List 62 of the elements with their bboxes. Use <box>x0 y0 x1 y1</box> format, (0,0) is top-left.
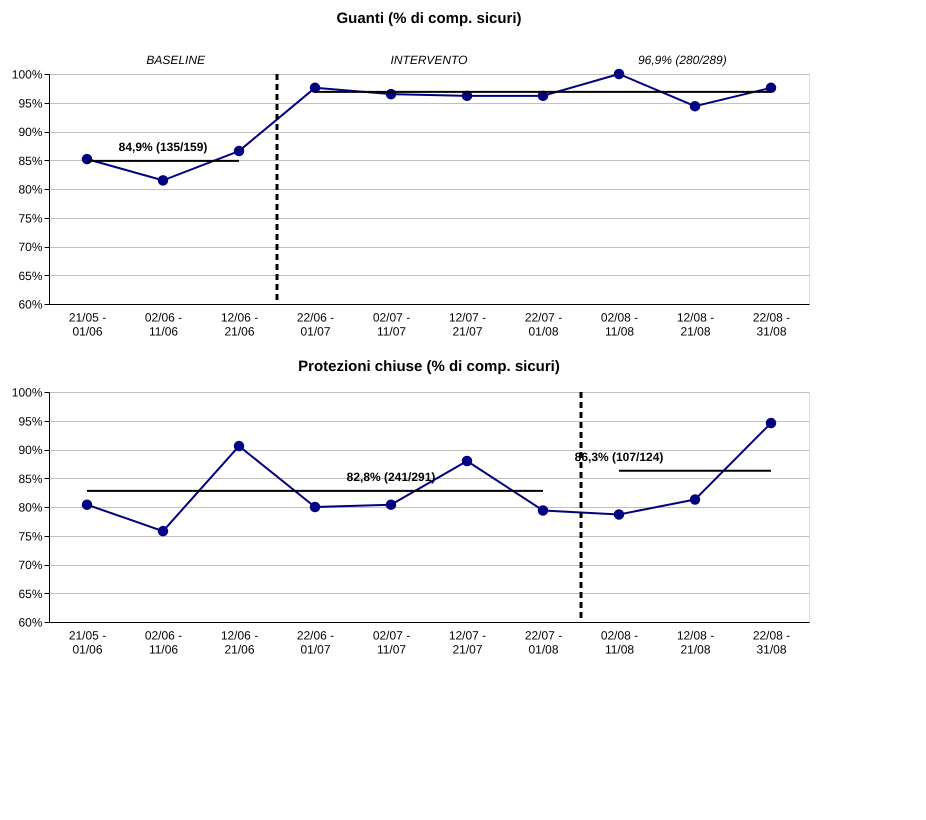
x-tick-label: 02/08 - 11/08 <box>600 628 638 656</box>
point <box>462 456 472 466</box>
y-tick-label: 80% <box>18 500 43 514</box>
x-tick-label: 12/07 - 21/07 <box>448 310 486 338</box>
text: BASELINE <box>146 53 206 67</box>
x-tick-label: 12/07 - 21/07 <box>448 628 486 656</box>
x-tick-label: 12/06 - 21/06 <box>220 628 258 656</box>
y-tick-label: 60% <box>18 616 43 630</box>
y-tick-label: 75% <box>18 529 43 544</box>
point <box>538 505 548 516</box>
x-tick-label: 02/06 - 11/06 <box>144 628 182 656</box>
y-tick-label: 60% <box>18 298 43 312</box>
x-tick-label: 22/06 - 01/07 <box>296 310 334 338</box>
x-tick-label: 22/06 - 01/07 <box>296 628 334 656</box>
y-tick-label: 85% <box>18 472 43 486</box>
x-tick-label: 21/05 - 01/06 <box>68 628 106 656</box>
annotation: 84,9% (135/159) <box>118 140 208 154</box>
x-tick-label: 22/08 - 31/08 <box>752 628 790 656</box>
point <box>614 509 624 520</box>
chart-title: Protezioni chiuse (% di comp. sicuri) <box>298 358 560 375</box>
point <box>234 146 244 156</box>
point <box>690 494 700 505</box>
point <box>766 82 776 94</box>
y-tick-label: 70% <box>18 240 43 254</box>
point <box>690 100 700 112</box>
x-tick-label: 21/05 - 01/06 <box>68 310 106 338</box>
y-tick-label: 90% <box>18 125 43 139</box>
x-tick-label: 22/08 - 31/08 <box>752 310 790 338</box>
y-tick-label: 95% <box>18 96 43 110</box>
chart-title: Guanti (% di comp. sicuri) <box>336 10 522 27</box>
y-tick-label: 80% <box>18 182 43 196</box>
y-tick-label: 70% <box>18 558 43 572</box>
point <box>82 499 92 510</box>
point <box>310 502 320 512</box>
y-tick-label: 100% <box>12 68 43 82</box>
text: INTERVENTO <box>390 53 468 67</box>
point <box>158 526 168 536</box>
x-tick-label: 02/06 - 11/06 <box>144 310 182 338</box>
y-tick-label: 85% <box>18 154 43 168</box>
point <box>386 499 396 510</box>
x-tick-label: 02/08 - 11/08 <box>600 310 638 338</box>
point <box>766 418 776 428</box>
x-tick-label: 22/07 - 01/08 <box>524 628 562 656</box>
y-tick-label: 65% <box>18 268 43 283</box>
point <box>234 440 244 452</box>
annotation: 82,8% (241/291) <box>346 470 436 484</box>
y-tick-label: 100% <box>12 386 43 400</box>
point <box>158 175 168 186</box>
y-tick-label: 90% <box>18 443 43 457</box>
point <box>310 82 320 94</box>
point <box>614 68 624 80</box>
x-tick-label: 02/07 - 11/07 <box>372 310 410 338</box>
x-tick-label: 12/08 - 21/08 <box>676 628 714 656</box>
annotation: 86,3% (107/124) <box>574 450 664 464</box>
y-tick-label: 65% <box>18 586 43 601</box>
x-tick-label: 12/08 - 21/08 <box>676 310 714 338</box>
y-tick-label: 75% <box>18 211 43 226</box>
y-tick-label: 95% <box>18 414 43 428</box>
x-tick-label: 02/07 - 11/07 <box>372 628 410 656</box>
text: 96,9% (280/289) <box>638 53 727 67</box>
x-tick-label: 12/06 - 21/06 <box>220 310 258 338</box>
x-tick-label: 22/07 - 01/08 <box>524 310 562 338</box>
